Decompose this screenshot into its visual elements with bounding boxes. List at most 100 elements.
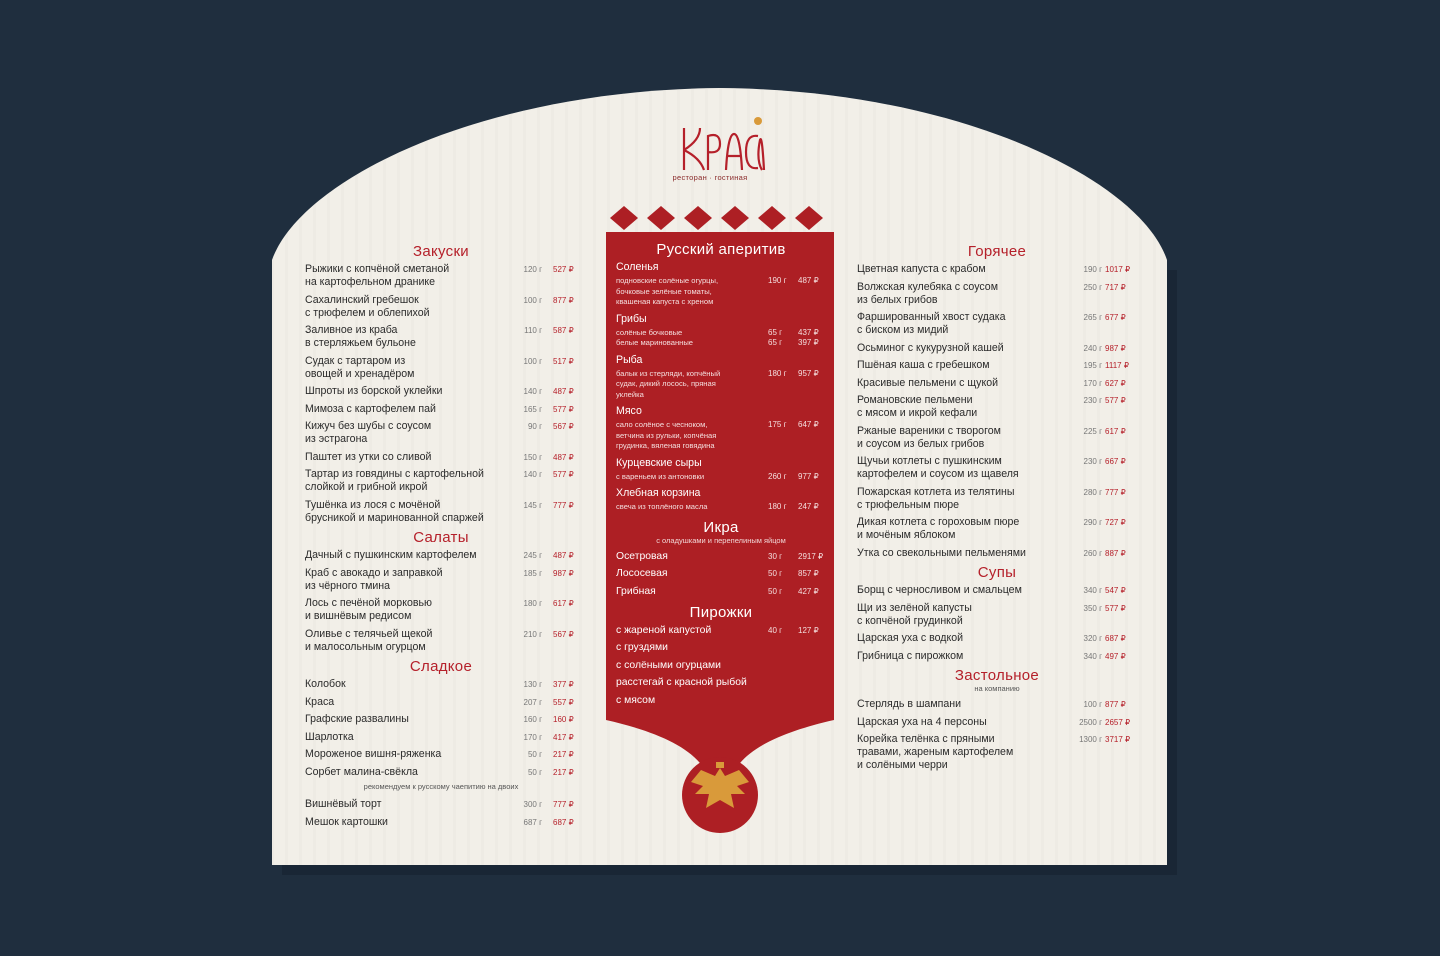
item-name: Дикая котлета с гороховым пюре и мочёным… [857,516,1020,541]
item-price: 557 ₽ [553,697,574,707]
item-weight: 240 г [1083,343,1103,353]
menu-item: с солёными огурцами [616,659,826,672]
menu-item: Мимоза с картофелем пай 165 г 577 ₽ [305,403,577,416]
menu-item: Колобок 130 г 377 ₽ [305,678,577,691]
section-title: Горячее [967,243,1027,260]
item-name: Осьминог с кукурузной кашей [857,341,1004,354]
item-price: 577 ₽ [1105,603,1126,613]
item-name: Царская уха на 4 персоны [857,715,987,728]
row-description: солёные бочковые [616,327,683,337]
item-price: 987 ₽ [1105,343,1126,353]
section-title: Закуски [412,243,469,260]
item-price: 217 ₽ [553,767,574,777]
section-title: Пирожки [689,603,753,621]
row-price: 957 ₽ [798,368,819,378]
item-name: Краса [305,695,335,708]
item-price: 687 ₽ [1105,634,1126,643]
group-row: подновские солёные огурцы, бочковые зелё… [616,276,826,308]
item-name: Цветная капуста с крабом [857,263,986,275]
item-weight: 350 г [1083,603,1103,613]
menu-item: Краса 207 г 557 ₽ [305,696,577,709]
diamond-ornaments [610,206,823,230]
menu-item: Тушёнка из лося с мочёной брусникой и ма… [305,499,577,525]
item-weight: 180 г [523,599,543,608]
section-subtitle: с оладушками и перепелиным яйцом [656,535,786,545]
menu-item: Мороженое вишня-ряженка 50 г 217 ₽ [305,748,577,761]
menu-item: Мешок картошки 687 г 687 ₽ [305,816,577,829]
item-price: 487 ₽ [553,387,574,396]
item-price: 717 ₽ [1105,282,1126,292]
center-column: Русский аперитив Соленья подновские солёны… [616,241,826,711]
row-weight: 180 г [768,368,787,378]
row-description: белые маринованные [616,338,694,347]
item-name: Шарлотка [305,730,354,743]
item-name: Оливье с телячьей щекой и малосольным ог… [305,627,433,653]
menu-item: Лось с печёной морковью и вишнёвым редис… [305,597,577,623]
item-price: 777 ₽ [1105,487,1126,497]
item-price: 577 ₽ [1105,396,1126,405]
menu-item: Судак с тартаром из овощей и хренадёром 1… [305,355,577,381]
item-price: 627 ₽ [1105,378,1126,388]
item-weight: 40 г [768,625,783,635]
item-price: 877 ₽ [1105,700,1126,709]
item-price: 377 ₽ [553,680,574,689]
row-price: 247 ₽ [798,502,819,511]
item-weight: 160 г [523,715,543,724]
menu-item: Шпроты из борской уклейки 140 г 487 ₽ [305,385,577,398]
item-price: 617 ₽ [553,599,574,608]
aperitif-group: Мясо сало солёное с чесноком, ветчина из … [616,405,826,452]
row-weight: 180 г [768,502,787,511]
item-weight: 130 г [523,680,543,689]
item-price: 567 ₽ [553,422,574,431]
item-price: 217 ₽ [553,750,574,759]
menu-item: Фаршированный хвост судака с биском из м… [857,311,1137,337]
item-weight: 30 г [768,551,783,561]
menu-item: с жареной капустой 40 г 127 ₽ [616,624,826,637]
item-name: Щи из зелёной капусты с копчёной грудинк… [857,601,972,627]
section-title: Застольное [954,667,1040,684]
item-weight: 250 г [1083,282,1103,292]
item-weight: 687 г [523,817,543,827]
item-name: Грибница с пирожком [857,649,964,662]
item-price: 857 ₽ [798,569,819,578]
menu-item: Грибница с пирожком 340 г 497 ₽ [857,650,1137,663]
menu-item: Дачный с пушкинским картофелем 245 г 487 ₽ [305,549,577,562]
menu-item: Кижуч без шубы с соусом из эстрагона 90 г… [305,420,577,446]
menu-item: Тартар из говядины с картофельной слойко… [305,468,577,494]
aperitif-panel [606,232,834,770]
menu-item: Осетровая 30 г 2917 ₽ [616,550,826,563]
item-price: 127 ₽ [798,625,819,635]
right-column: Горячее Цветная капуста с крабом 190 г 1017… [857,243,1137,777]
menu-item: Красивые пельмени с щукой 170 г 627 ₽ [857,377,1137,390]
row-price: 977 ₽ [798,471,819,481]
menu-item: Ржаные вареники с творогом и соусом из б… [857,425,1137,451]
item-name: Паштет из утки со сливой [305,450,432,463]
item-name: Корейка телёнка с пряными травами, жарен… [857,733,1014,771]
menu-item: Щучьи котлеты с пушкинским картофелем и … [857,455,1137,481]
item-price: 547 ₽ [1105,586,1126,595]
item-price: 527 ₽ [553,265,574,274]
menu-item: Заливное из краба в стерляжьем бульоне 11… [305,324,577,350]
item-name: с солёными огурцами [616,659,721,671]
item-weight: 140 г [523,470,543,479]
item-weight: 90 г [527,422,542,431]
menu-item: Утка со свекольными пельменями 260 г 887 ₽ [857,547,1137,560]
item-name: Рыжики с копчёной сметаной на картофельн… [305,263,450,288]
item-name: с груздями [616,642,668,653]
item-name: Кижуч без шубы с соусом из эстрагона [305,420,432,445]
item-name: Пожарская котлета из телятины с трюфельн… [857,485,1015,511]
item-name: Колобок [305,678,346,690]
item-name: Лось с печёной морковью и вишнёвым редис… [305,597,432,622]
item-price: 427 ₽ [798,586,819,596]
item-weight: 170 г [1083,378,1103,388]
item-price: 567 ₽ [553,629,574,639]
row-weight: 65 г [768,338,783,347]
item-weight: 230 г [1083,457,1103,466]
item-price: 487 ₽ [553,551,574,560]
item-weight: 300 г [523,800,543,809]
row-description: балык из стерляди, копчёный судак, дикий… [616,368,721,399]
item-price: 777 ₽ [553,800,574,809]
item-name: Волжская кулебяка с соусом из белых гриб… [857,280,998,306]
item-name: Сорбет малина-свёкла [305,765,418,778]
